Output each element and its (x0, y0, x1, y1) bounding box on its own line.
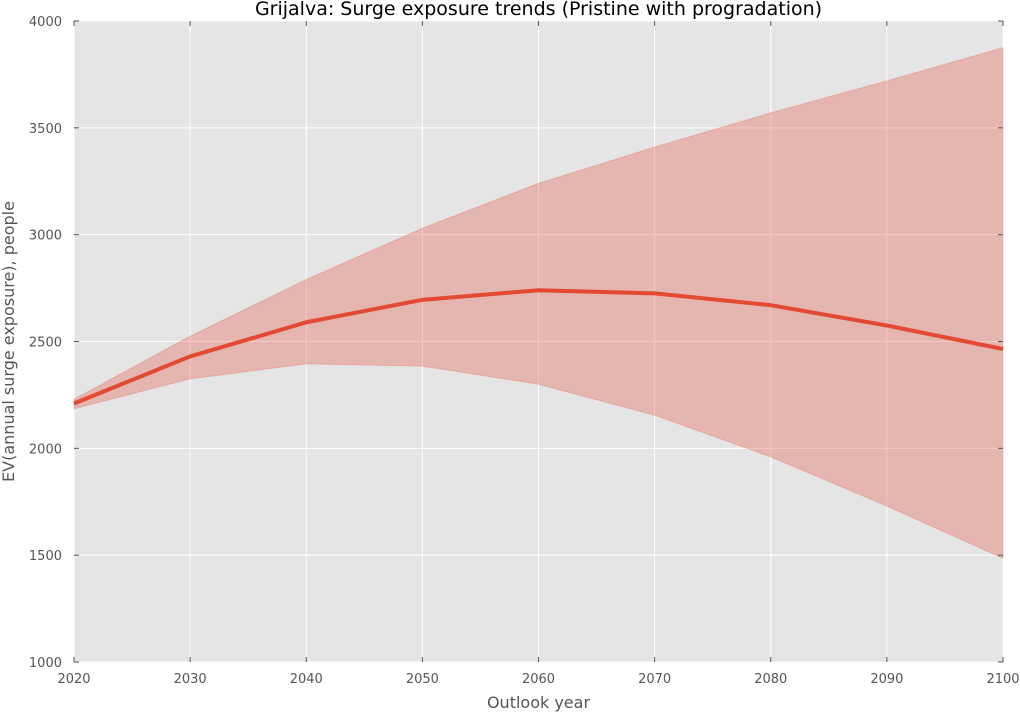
x-tick-label-8: 2100 (986, 672, 1019, 687)
x-tick-label-6: 2080 (754, 672, 787, 687)
x-axis-label: Outlook year (487, 693, 591, 712)
chart-title: Grijalva: Surge exposure trends (Pristin… (255, 0, 822, 20)
expected-value-line (73, 288, 1004, 406)
x-tick-label-0: 2020 (57, 672, 90, 687)
y-tick-label-1: 1500 (29, 549, 62, 564)
y-tick-label-3: 2500 (29, 336, 62, 351)
y-tick-label-2: 2000 (29, 442, 62, 457)
x-tick-label-4: 2060 (522, 672, 555, 687)
axis-ticks (73, 20, 1004, 663)
y-tick-label-0: 1000 (29, 656, 62, 671)
x-tick-label-3: 2050 (406, 672, 439, 687)
y-tick-label-6: 4000 (29, 15, 62, 30)
y-tick-labels: 1000 1500 2000 2500 3000 3500 4000 (29, 15, 62, 671)
y-tick-label-5: 3500 (29, 122, 62, 137)
x-tick-label-7: 2090 (870, 672, 903, 687)
uncertainty-band (73, 47, 1004, 560)
x-tick-label-1: 2030 (174, 672, 207, 687)
x-tick-label-5: 2070 (638, 672, 671, 687)
y-tick-label-4: 3000 (29, 229, 62, 244)
x-tick-label-2: 2040 (290, 672, 323, 687)
x-tick-labels: 2020 2030 2040 2050 2060 2070 2080 2090 2100 (57, 672, 1019, 687)
y-axis-label: EV(annual surge exposure), people (0, 201, 18, 482)
